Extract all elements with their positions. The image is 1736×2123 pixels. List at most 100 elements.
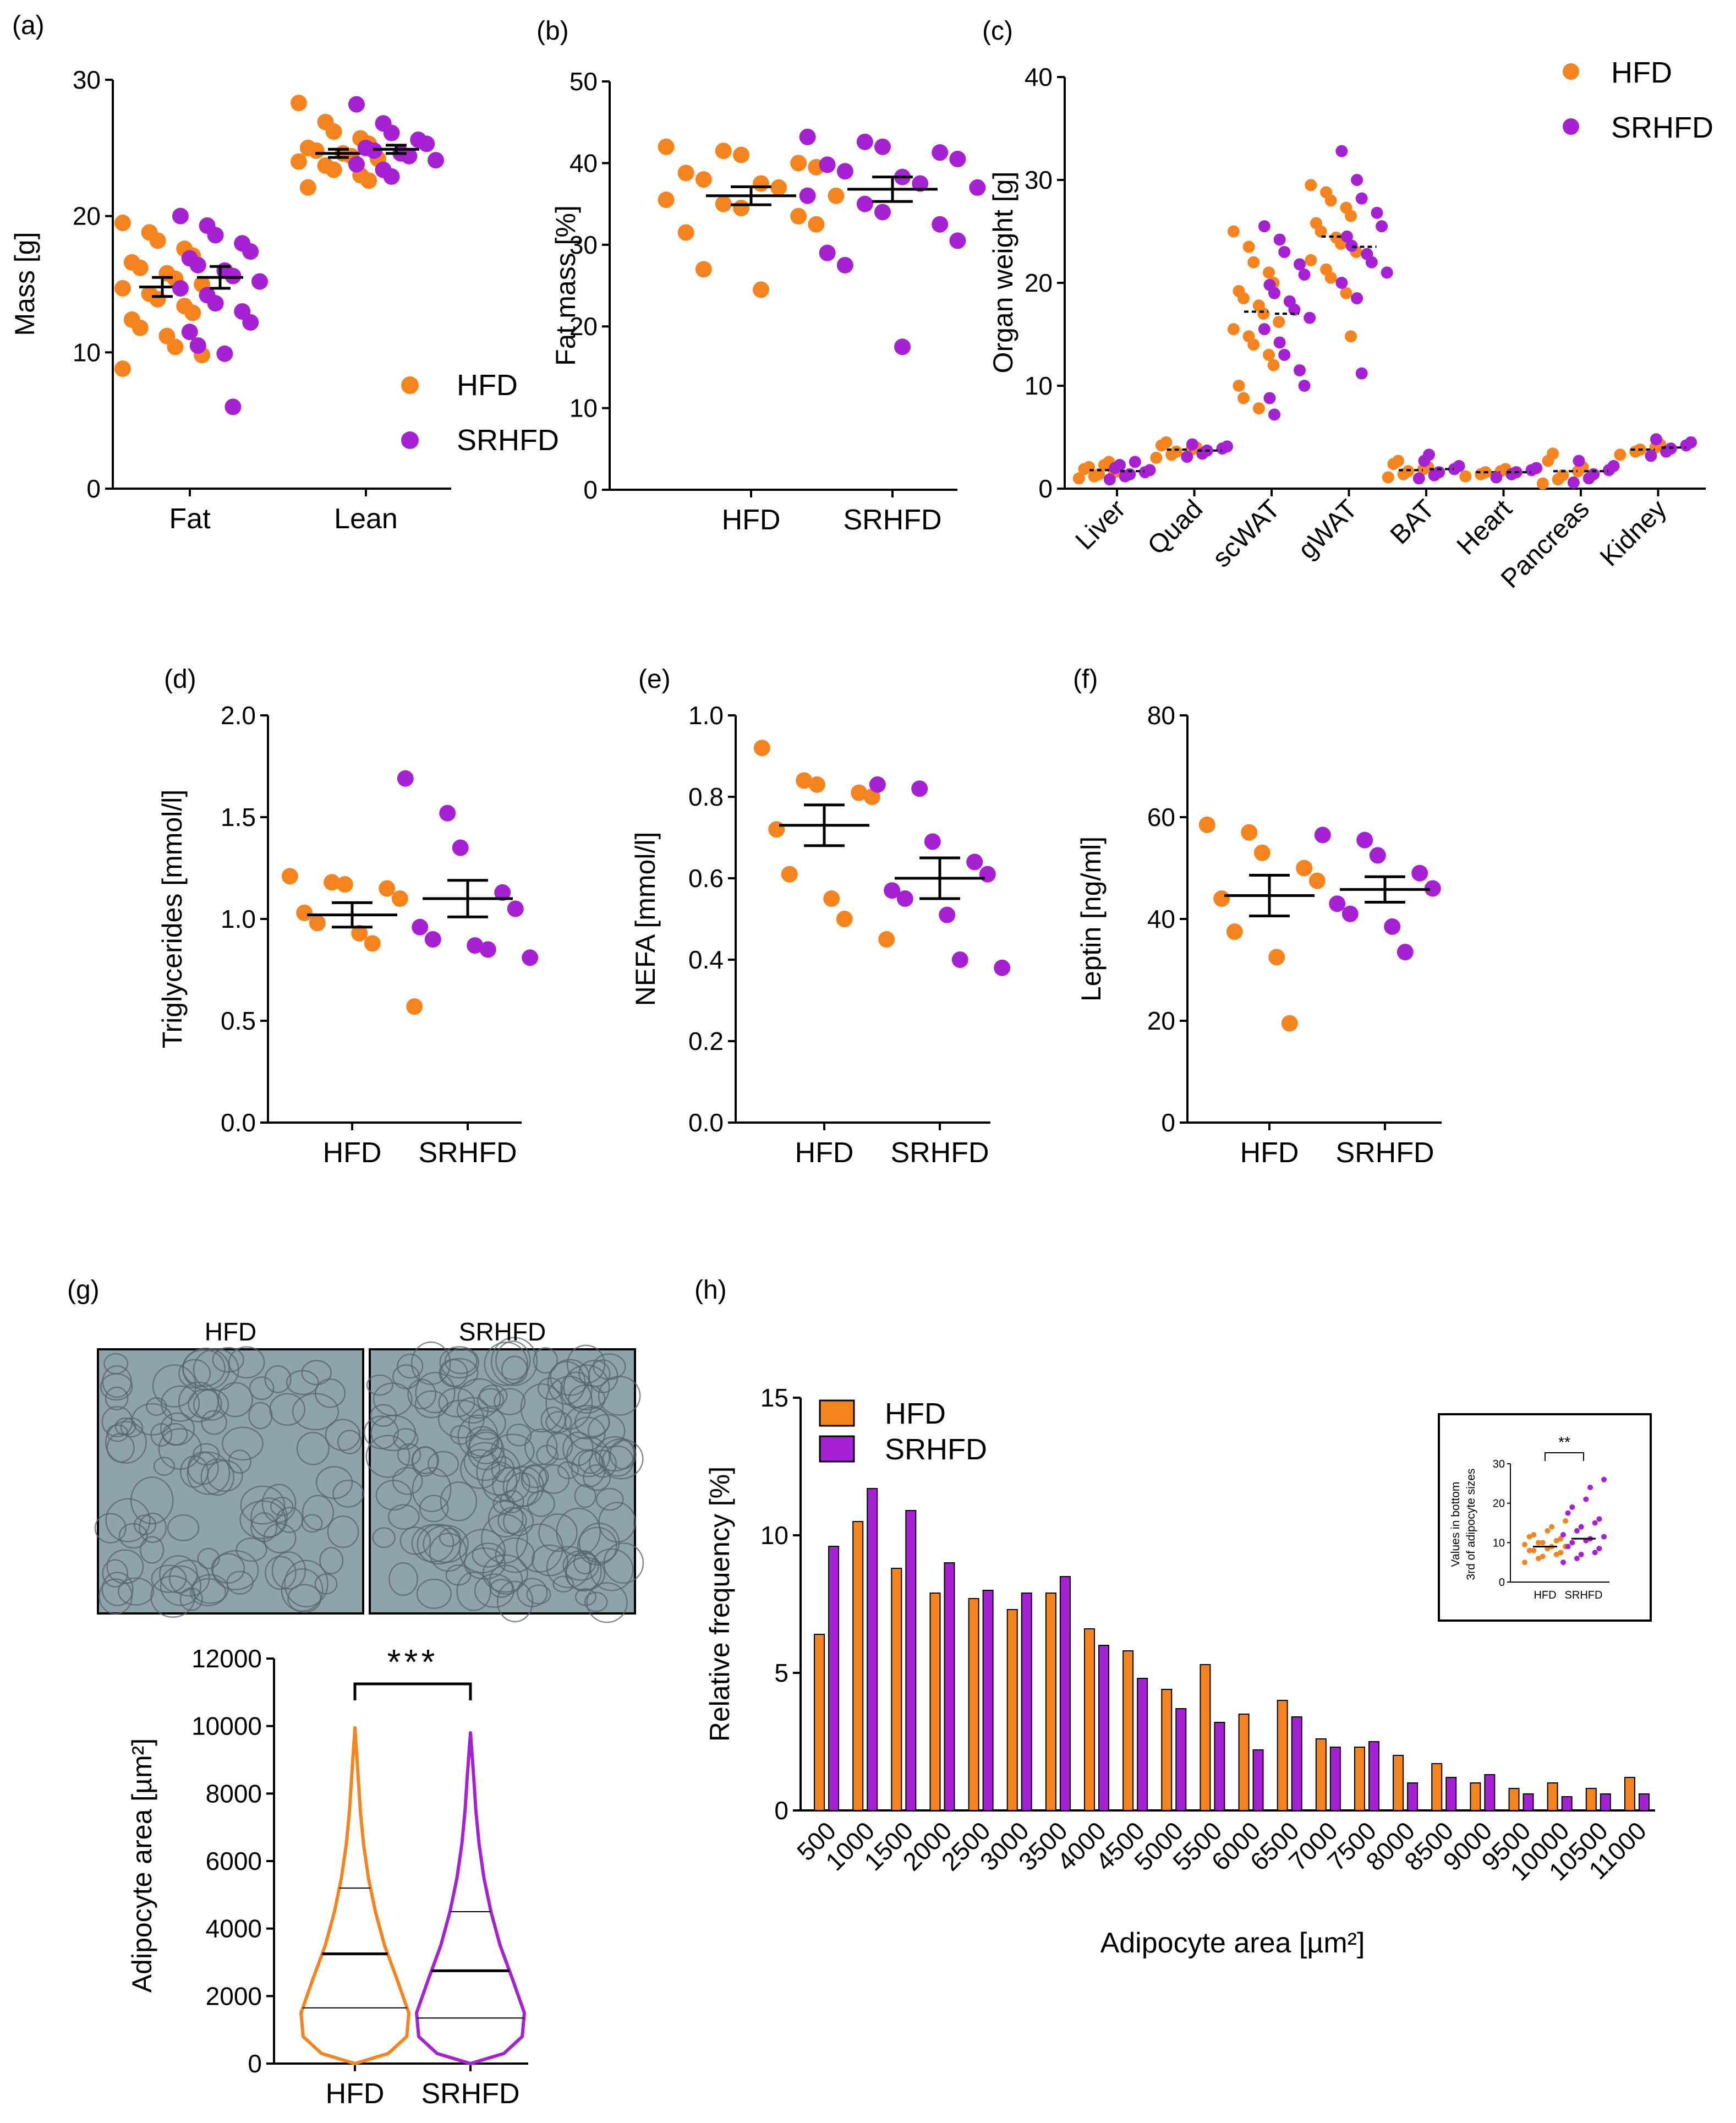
adipocyte-cell	[158, 1428, 202, 1470]
h-inset-point-hfd	[1540, 1540, 1546, 1546]
b-hfd-point	[790, 155, 807, 172]
c-x-label: Kidney	[1595, 494, 1672, 572]
adipocyte-cell	[160, 1412, 195, 1446]
adipocyte-cell	[565, 1404, 610, 1440]
adipocyte-cell	[249, 1376, 275, 1400]
h-bar-srhfd	[1291, 1716, 1302, 1811]
a-srhfd-point	[172, 280, 189, 297]
g-significance-bracket	[353, 1682, 472, 1700]
b-srhfd-point	[856, 195, 873, 212]
adipocyte-cell	[102, 1365, 132, 1398]
adipocyte-cell	[105, 1421, 147, 1464]
h-bar-srhfd	[1484, 1774, 1496, 1811]
a-srhfd-point	[207, 227, 224, 244]
b-srhfd-point	[874, 138, 891, 155]
b-y-tick-label: 20	[569, 312, 598, 341]
c-srhfd-point	[1335, 145, 1348, 157]
adipocyte-cell	[456, 1397, 489, 1424]
adipocyte-cell	[118, 1523, 148, 1549]
adipocyte-cell	[392, 1467, 423, 1495]
chart-e: 0.0 0.2 0.4 0.6 0.8 1.0 NEFA [mmol/l] HFD SRHFD	[630, 701, 1011, 1169]
b-hfd-point	[658, 191, 675, 209]
h-inset-point-hfd	[1540, 1553, 1546, 1560]
a-x-label: Lean	[334, 503, 398, 535]
h-bar-hfd	[929, 1593, 941, 1811]
a-srhfd-point	[216, 345, 233, 362]
adipocyte-cell	[393, 1427, 419, 1450]
e-y-tick-label: 1.0	[688, 701, 724, 730]
adipocyte-cell	[221, 1426, 264, 1461]
c-hfd-point	[1262, 348, 1275, 361]
h-bar-hfd	[852, 1521, 864, 1811]
adipocyte-cell	[106, 1549, 144, 1584]
adipocyte-cell	[586, 1582, 628, 1623]
h-bar-srhfd	[1638, 1793, 1650, 1811]
c-srhfd-point	[1530, 462, 1543, 474]
adipocyte-cell	[457, 1378, 501, 1419]
c-srhfd-point	[1351, 292, 1363, 305]
adipocyte-cell	[484, 1342, 528, 1386]
h-bar-hfd	[1470, 1782, 1481, 1811]
h-bar-hfd	[1624, 1777, 1635, 1811]
f-srhfd-point	[1384, 918, 1401, 935]
chart-b: 0 10 20 30 40 50 Fat mass [%] HFD SRHFD	[550, 67, 986, 536]
adipocyte-cell	[190, 1578, 227, 1607]
adipocyte-cell	[212, 1347, 244, 1373]
b-srhfd-point	[836, 256, 853, 273]
d-hfd-point	[406, 998, 423, 1015]
c-srhfd-point	[1293, 258, 1306, 271]
adipocyte-cell	[584, 1591, 608, 1612]
adipocyte-cell	[415, 1371, 456, 1414]
c-hfd-point	[1237, 392, 1250, 404]
c-hfd-point	[1382, 471, 1394, 484]
c-srhfd-point	[1567, 476, 1580, 489]
adipocyte-cell	[536, 1444, 558, 1466]
a-hfd-point	[132, 259, 149, 276]
c-srhfd-point	[1335, 277, 1348, 289]
e-y-tick-label: 0.0	[688, 1108, 724, 1137]
c-hfd-point	[1257, 308, 1270, 320]
adipocyte-cell	[563, 1364, 610, 1411]
h-bar-hfd	[1431, 1763, 1443, 1811]
a-srhfd-point	[189, 256, 206, 273]
c-hfd-point	[1237, 292, 1250, 305]
adipocyte-cell	[588, 1414, 626, 1448]
b-hfd-point	[733, 146, 749, 163]
a-y-title: Mass [g]	[9, 232, 40, 336]
d-srhfd-point	[522, 949, 539, 966]
adipocyte-cell	[526, 1584, 551, 1605]
adipocyte-cell	[301, 1360, 332, 1386]
h-bar-hfd	[1315, 1738, 1327, 1811]
h-y-tick-label: 0	[774, 1796, 788, 1825]
adipocyte-cell	[489, 1578, 513, 1598]
e-srhfd-point	[939, 906, 956, 923]
adipocyte-cell	[609, 1440, 637, 1470]
g-y-tick-label: 10000	[191, 1712, 262, 1741]
adipocyte-cell	[428, 1451, 459, 1477]
b-hfd-point	[753, 175, 769, 192]
c-hfd-point	[1340, 287, 1352, 299]
c-hfd-point	[1170, 445, 1182, 458]
adipocyte-cell	[134, 1514, 157, 1535]
h-y-tick-label: 15	[760, 1383, 788, 1412]
b-y-title: Fat mass [%]	[550, 205, 581, 366]
adipocyte-cell	[236, 1537, 267, 1562]
h-inset-point-hfd	[1558, 1536, 1564, 1542]
e-srhfd-point	[896, 890, 913, 907]
d-y-tick-label: 1.5	[221, 803, 256, 831]
c-srhfd-point	[1268, 408, 1281, 421]
adipocyte-cell	[270, 1496, 294, 1517]
adipocyte-cell	[556, 1507, 601, 1557]
c-x-label: Quad	[1142, 494, 1209, 561]
adipocyte-cell	[193, 1348, 239, 1392]
f-srhfd-point	[1356, 831, 1373, 849]
chart-a: 0 10 20 30 Mass [g] Fat Lean HFD SRHFD	[9, 65, 559, 535]
panel-label-f: (f)	[1073, 665, 1098, 694]
a-hfd-point	[299, 179, 316, 196]
adipocyte-cell	[502, 1466, 544, 1507]
h-bar-srhfd	[1214, 1722, 1225, 1811]
f-hfd-point	[1198, 816, 1215, 833]
h-inset-point-hfd	[1521, 1541, 1527, 1547]
h-inset-y-tick-label: 10	[1493, 1537, 1505, 1549]
adipocyte-cell	[469, 1429, 503, 1464]
